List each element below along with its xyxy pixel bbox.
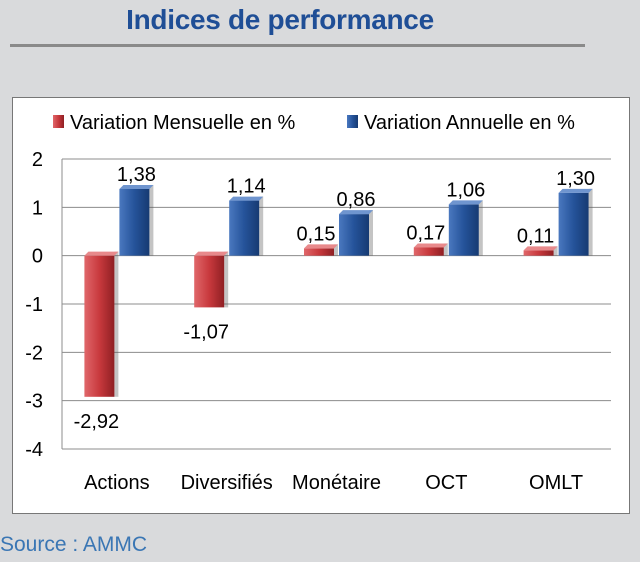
bar-shadow-monthly [443, 243, 448, 256]
x-tick-label: OMLT [529, 472, 583, 494]
y-tick-label: -1 [25, 294, 43, 316]
bar-shadow-monthly [224, 251, 229, 308]
legend-swatch-monthly [53, 115, 64, 128]
bar-top-annual [119, 184, 154, 189]
bar-annual [229, 200, 260, 256]
bar-shadow-monthly [114, 251, 119, 397]
bar-top-monthly [84, 251, 119, 256]
bar-shadow-monthly [334, 244, 338, 256]
title-divider [10, 44, 585, 47]
page-title: Indices de performance [126, 4, 434, 35]
bar-monthly [523, 250, 554, 256]
y-tick-label: -2 [25, 342, 43, 364]
bar-annual [119, 188, 150, 256]
bar-top-annual [558, 188, 593, 193]
bar-monthly [194, 255, 225, 308]
y-tick-label: -3 [25, 391, 43, 413]
data-label-monthly: -1,07 [183, 321, 229, 343]
bar-top-monthly [304, 244, 338, 249]
bar-annual [339, 214, 369, 256]
data-label-annual: 1,30 [556, 168, 595, 190]
x-tick-label: OCT [425, 472, 467, 494]
y-tick-label: -4 [25, 439, 43, 461]
bar-annual [558, 192, 589, 256]
chart-panel: 2 1 0 -1 -2 -3 -4 Actions -2,92 1,38 Diversifiés -1… [12, 97, 630, 514]
data-label-monthly: 0,17 [406, 222, 445, 244]
y-tick-label: 0 [32, 246, 43, 268]
bar-shadow-annual [149, 184, 154, 256]
bar-top-annual [229, 196, 264, 201]
bar-monthly [304, 248, 334, 256]
bar-top-annual [339, 210, 373, 215]
bar-shadow-annual [478, 200, 483, 256]
data-label-annual: 1,06 [446, 179, 485, 201]
source-note: Source : AMMC [0, 533, 148, 556]
bar-chart: 2 1 0 -1 -2 -3 -4 Actions -2,92 1,38 Diversifiés -1… [25, 112, 611, 494]
bar-top-annual [448, 200, 483, 205]
data-label-monthly: 0,15 [297, 223, 336, 245]
legend-swatch-annual [347, 115, 358, 128]
data-label-annual: 0,86 [337, 189, 376, 211]
data-label-annual: 1,38 [117, 164, 156, 186]
bar-top-monthly [413, 243, 448, 248]
bar-top-monthly [194, 251, 229, 256]
x-tick-label: Actions [84, 472, 150, 494]
legend-label-monthly: Variation Mensuelle en % [70, 112, 296, 134]
bar-top-monthly [523, 246, 558, 251]
data-label-monthly: -2,92 [74, 411, 120, 433]
bar-shadow-annual [259, 196, 264, 256]
bar-shadow-annual [588, 188, 593, 256]
bar-monthly [84, 255, 115, 397]
x-tick-label: Monétaire [292, 472, 381, 494]
legend-label-annual: Variation Annuelle en % [364, 112, 575, 134]
data-label-monthly: 0,11 [517, 225, 554, 247]
y-tick-label: 2 [32, 149, 43, 171]
bar-shadow-annual [369, 210, 373, 256]
bar-monthly [413, 247, 444, 256]
bar-shadow-monthly [553, 246, 558, 256]
y-tick-label: 1 [32, 197, 43, 219]
data-label-annual: 1,14 [227, 176, 266, 198]
x-tick-label: Diversifiés [181, 472, 273, 494]
bar-annual [448, 204, 479, 256]
